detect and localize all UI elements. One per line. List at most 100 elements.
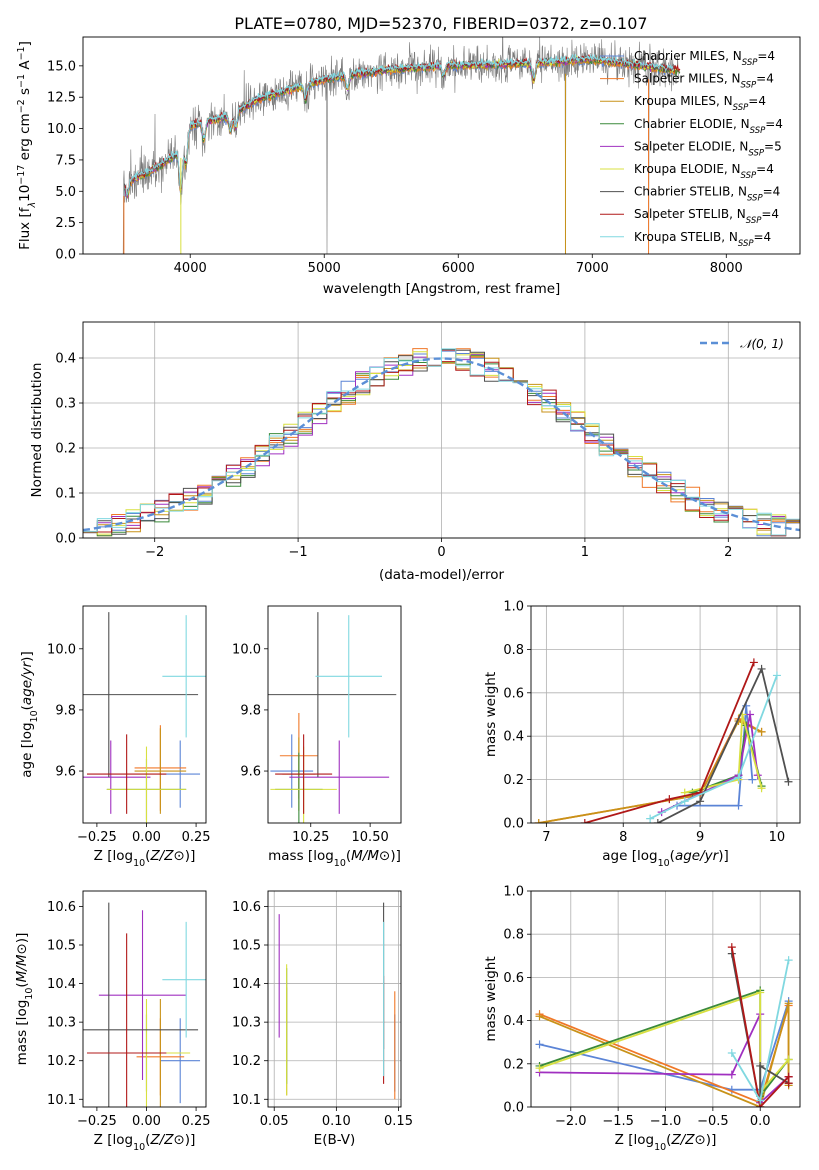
mass-weight-marker <box>696 797 705 806</box>
y-tick-label: 1.0 <box>503 885 524 900</box>
axes-frame <box>267 605 402 824</box>
legend-label: Salpeter STELIB, NSSP=4 <box>634 207 779 226</box>
x-tick-label: −0.5 <box>697 1114 729 1129</box>
plot-area <box>278 902 396 1100</box>
mass-weight-line <box>649 675 778 820</box>
x-tick-label: 10.25 <box>292 830 329 845</box>
x-axis-label: Z [log10(Z/Z⊙)] <box>94 848 196 869</box>
legend-label: Salpeter MILES, NSSP=4 <box>634 72 774 91</box>
x-tick-label: 4000 <box>174 261 207 276</box>
y-tick-label: 1.0 <box>503 600 524 615</box>
plot-area <box>83 348 800 537</box>
x-axis-label: wavelength [Angstrom, rest frame] <box>323 281 561 297</box>
y-tick-label: 9.6 <box>55 765 76 780</box>
mass-weight-marker <box>746 710 755 719</box>
x-tick-label: 6000 <box>442 261 475 276</box>
y-tick-label: 10.0 <box>232 642 261 657</box>
x-axis-label: (data-model)/error <box>379 567 505 583</box>
x-tick-label: 1 <box>581 545 589 560</box>
x-tick-label: −1.5 <box>602 1114 634 1129</box>
residual-histogram-step <box>83 348 800 536</box>
y-tick-label: 10.5 <box>232 939 261 954</box>
y-tick-label: 0.8 <box>503 643 524 658</box>
y-tick-label: 10.5 <box>47 939 76 954</box>
y-tick-label: 0.2 <box>503 1057 524 1072</box>
axes-frame <box>82 605 207 824</box>
mass-weight-marker <box>727 1049 736 1057</box>
y-axis-label: mass weight <box>483 672 499 757</box>
mass-weight-marker <box>757 784 766 793</box>
y-tick-label: 0.1 <box>55 487 76 502</box>
y-tick-label: 10.2 <box>47 1054 76 1069</box>
mass-weight-marker <box>653 819 662 823</box>
mass-weight-line <box>657 666 790 823</box>
mass-weight-marker <box>756 1061 765 1070</box>
axes-frame <box>82 36 801 255</box>
mass-weight-marker <box>757 664 766 673</box>
legend-label: Chabrier MILES, NSSP=4 <box>634 49 775 68</box>
y-tick-label: 0.6 <box>503 686 524 701</box>
mass-weight-marker <box>784 956 793 965</box>
x-tick-label: 10.50 <box>352 830 389 845</box>
figure-title: PLATE=0780, MJD=52370, FIBERID=0372, z=0… <box>234 14 647 33</box>
model-spectrum-line <box>125 53 675 197</box>
legend-label: Chabrier ELODIE, NSSP=4 <box>634 117 783 136</box>
axes-frame <box>267 890 402 1108</box>
y-tick-label: 0.4 <box>503 1014 524 1029</box>
y-tick-label: 10.2 <box>232 1054 261 1069</box>
legend-label: 𝒩(0, 1) <box>740 337 784 351</box>
x-tick-label: 10 <box>769 830 786 845</box>
y-tick-label: 10.3 <box>47 1016 76 1031</box>
x-tick-label: 0.25 <box>182 1114 211 1129</box>
mass-vs-metallicity-panel: −0.25 0.00 0.25 10.1 10.2 10.3 10.4 10.5 10.6 Z [… <box>14 890 211 1153</box>
mass-weight-line <box>584 662 755 823</box>
mass-weight-marker <box>727 943 736 952</box>
x-axis-label: age [log10(age/yr)] <box>602 848 728 869</box>
legend-label: Salpeter ELODIE, NSSP=5 <box>634 139 782 158</box>
y-tick-label: 0.4 <box>503 730 524 745</box>
y-tick-label: 0.0 <box>503 1101 524 1116</box>
x-tick-label: −1 <box>289 545 308 560</box>
x-tick-label: 8 <box>619 830 627 845</box>
y-tick-label: 12.5 <box>47 91 76 106</box>
x-axis-label: Z [log10(Z/Z⊙)] <box>615 1132 717 1153</box>
y-tick-label: 7.5 <box>55 153 76 168</box>
legend-label: Chabrier STELIB, NSSP=4 <box>634 185 780 204</box>
spectrum-panel: 4000 5000 6000 7000 8000 0.0 2.5 5.0 7.5 10.0 12.5… <box>16 36 801 297</box>
y-tick-label: 2.5 <box>55 216 76 231</box>
mass-weight-marker <box>784 1055 793 1064</box>
x-tick-label: 7000 <box>576 261 609 276</box>
x-axis-label: E(B-V) <box>314 1132 356 1148</box>
y-axis-label: Flux [fλ10−17 erg cm−2 s−1 A−1] <box>16 41 38 250</box>
y-tick-label: 10.0 <box>47 122 76 137</box>
y-tick-label: 10.3 <box>232 1016 261 1031</box>
mass-weight-marker <box>734 801 743 810</box>
mass-weight-marker <box>580 819 589 823</box>
mass-weight-vs-metallicity-panel: −2.0 −1.5 −1.0 −0.5 0.0 0.0 0.2 0.4 0.6 0.8 1.0 Z [… <box>483 885 801 1153</box>
mass-weight-marker <box>535 1012 544 1021</box>
x-tick-label: 0.00 <box>132 1114 161 1129</box>
x-axis-label: mass [log10(M/M⊙)] <box>268 848 401 869</box>
x-tick-label: 9 <box>696 830 704 845</box>
mass-weight-marker <box>534 819 543 823</box>
x-tick-label: −0.25 <box>77 1114 117 1129</box>
plot-area <box>83 902 206 1107</box>
y-tick-label: 10.4 <box>232 977 261 992</box>
legend-label: Kroupa MILES, NSSP=4 <box>634 94 766 113</box>
y-tick-label: 10.0 <box>47 642 76 657</box>
x-tick-label: 7 <box>542 830 550 845</box>
x-tick-label: 2 <box>724 545 732 560</box>
y-tick-label: 0.8 <box>503 928 524 943</box>
x-tick-label: 8000 <box>710 261 743 276</box>
x-axis-label: Z [log10(Z/Z⊙)] <box>94 1132 196 1153</box>
x-tick-label: −1.0 <box>650 1114 682 1129</box>
mass-weight-marker <box>535 1064 544 1073</box>
plot-area <box>535 943 793 1107</box>
axes-frame <box>82 890 207 1108</box>
y-tick-label: 9.8 <box>240 703 261 718</box>
mass-weight-marker <box>646 814 655 823</box>
mass-weight-marker <box>772 671 781 680</box>
mass-weight-marker <box>665 795 674 804</box>
mass-weight-marker <box>748 775 757 784</box>
